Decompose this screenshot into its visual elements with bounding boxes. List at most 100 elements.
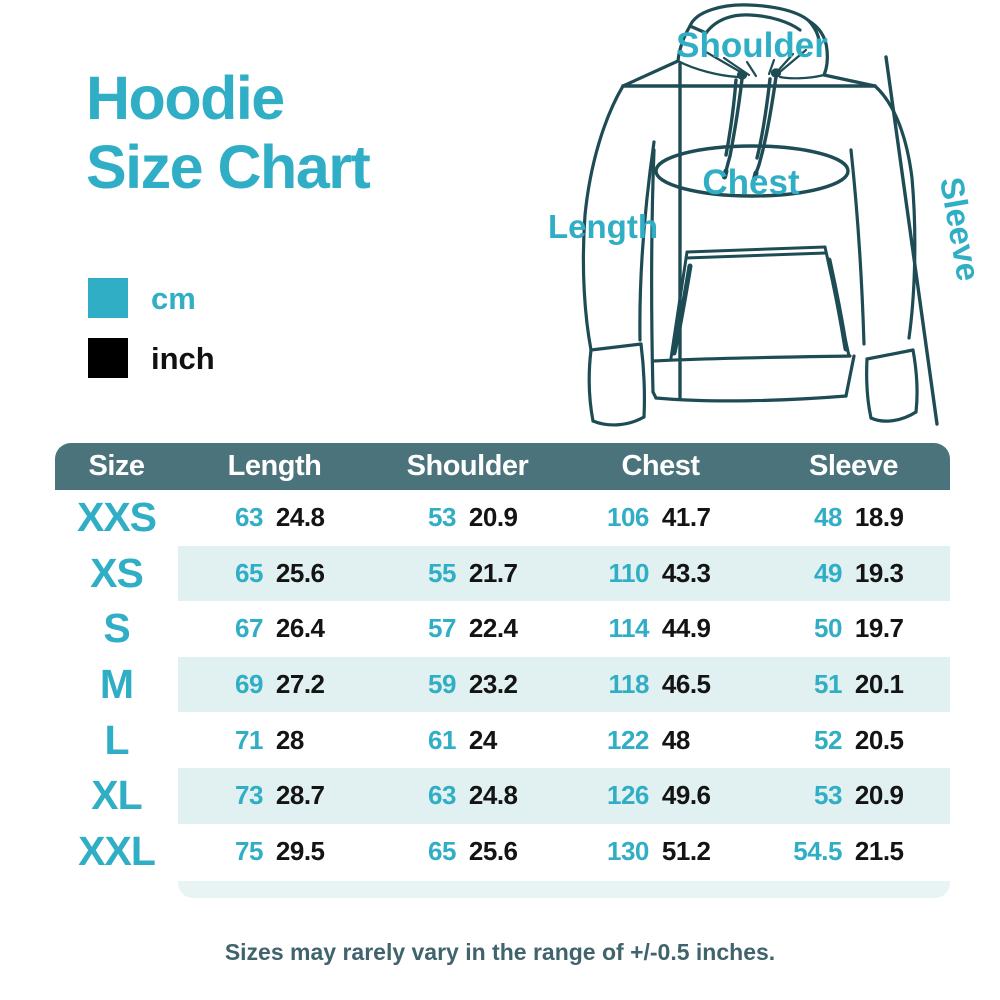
shoulder-inch-value: 22.4: [468, 613, 518, 644]
shoulder-inch-value: 23.2: [468, 669, 518, 700]
length-inch-value: 27.2: [275, 669, 325, 700]
cm-color-swatch: [88, 278, 128, 318]
length-pair: 75 29.5: [178, 836, 371, 867]
legend-row-cm: cm: [88, 278, 215, 318]
header-cell-size: Size: [88, 450, 145, 482]
shoulder-cm-value: 53: [427, 502, 456, 533]
sleeve-inch-value: 21.5: [854, 835, 904, 866]
footer-note: Sizes may rarely vary in the range of +/…: [224, 939, 776, 965]
units-legend: cm inch: [88, 278, 215, 398]
size-label: XL: [91, 772, 142, 819]
sleeve-pair: 48 18.9: [757, 502, 950, 533]
table-row-xs: XS 65 25.6 55 21.7 110 43.3 49 19.3: [55, 545, 950, 602]
chest-cm-value: 118: [608, 669, 649, 700]
header-cell-chest: Chest: [621, 450, 700, 482]
table-row-xxs: XXS 63 24.8 53 20.9 106 41.7 48 18.9: [55, 490, 950, 546]
shoulder-cm-value: 65: [427, 835, 456, 866]
sleeve-cm-value: 48: [813, 502, 842, 533]
table-row-xxl: XXL 75 29.5 65 25.6 130 51.2 54.5 21.5: [55, 824, 950, 880]
page-title-line2: Size Chart: [86, 133, 371, 201]
sleeve-pair: 50 19.7: [757, 613, 950, 644]
chest-cm-value: 126: [607, 780, 649, 811]
table-header: Size Length Shoulder Chest Sleeve: [55, 443, 950, 490]
sleeve-cm-value: 49: [813, 557, 842, 588]
length-cm-value: 65: [234, 557, 263, 588]
inch-color-swatch: [88, 338, 128, 378]
row-values: 71 28 61 24 122 48 52 20.5: [178, 712, 950, 768]
table-row-l: L 71 28 61 24 122 48 52 20.5: [55, 712, 950, 768]
sleeve-cm-value: 54.5: [793, 835, 842, 866]
row-values: 63 24.8 53 20.9 106 41.7 48 18.9: [178, 490, 950, 546]
shoulder-pair: 53 20.9: [371, 502, 564, 533]
size-table: Size Length Shoulder Chest Sleeve XXS 63…: [55, 443, 950, 899]
shoulder-cm-value: 55: [427, 557, 456, 588]
length-cm-value: 73: [234, 780, 263, 811]
shoulder-inch-value: 25.6: [468, 835, 518, 866]
chest-cm-value: 110: [608, 557, 649, 588]
chest-cm-value: 130: [607, 835, 649, 866]
sleeve-inch-value: 20.5: [854, 724, 904, 755]
sleeve-pair: 52 20.5: [757, 725, 950, 756]
chest-inch-value: 43.3: [661, 557, 711, 588]
hoodie-diagram: Shoulder Chest Length Sleeve: [548, 3, 988, 427]
chest-inch-value: 41.7: [661, 502, 711, 533]
page-title: Hoodie Size Chart: [86, 64, 371, 202]
sleeve-pair: 51 20.1: [757, 669, 950, 700]
length-inch-value: 26.4: [275, 613, 325, 644]
shoulder-pair: 61 24: [371, 725, 564, 756]
shoulder-pair: 57 22.4: [371, 613, 564, 644]
size-label: XXL: [78, 827, 156, 874]
shoulder-pair: 55 21.7: [371, 558, 564, 589]
header-cell-sleeve: Sleeve: [809, 450, 898, 482]
length-inch-value: 28: [275, 724, 304, 755]
inch-legend-label: inch: [151, 340, 215, 376]
shoulder-cm-value: 63: [427, 780, 456, 811]
sleeve-cm-value: 53: [813, 780, 842, 811]
chest-inch-value: 49.6: [661, 780, 711, 811]
shoulder-pair: 59 23.2: [371, 669, 564, 700]
sleeve-cm-value: 52: [813, 724, 842, 755]
shoulder-pair: 65 25.6: [371, 836, 564, 867]
length-cm-value: 63: [234, 502, 263, 533]
sleeve-cm-value: 51: [813, 669, 842, 700]
length-inch-value: 28.7: [275, 780, 325, 811]
length-pair: 67 26.4: [178, 613, 371, 644]
chest-pair: 110 43.3: [564, 558, 757, 589]
length-pair: 63 24.8: [178, 502, 371, 533]
chest-pair: 106 41.7: [564, 502, 757, 533]
chest-pair: 130 51.2: [564, 836, 757, 867]
chest-cm-value: 114: [608, 613, 649, 644]
chest-inch-value: 46.5: [661, 669, 711, 700]
chest-pair: 126 49.6: [564, 780, 757, 811]
table-row-m: M 69 27.2 59 23.2 118 46.5 51 20.1: [55, 656, 950, 713]
length-inch-value: 24.8: [275, 502, 325, 533]
row-values: 69 27.2 59 23.2 118 46.5 51 20.1: [178, 656, 950, 713]
chest-inch-value: 48: [661, 724, 690, 755]
header-cell-length: Length: [227, 450, 322, 482]
shoulder-diagram-label: Shoulder: [676, 26, 828, 65]
size-label: M: [99, 661, 134, 708]
row-values: 75 29.5 65 25.6 130 51.2 54.5 21.5: [178, 824, 950, 880]
sleeve-pair: 53 20.9: [757, 780, 950, 811]
length-diagram-label: Length: [548, 208, 658, 245]
shoulder-inch-value: 21.7: [468, 557, 518, 588]
row-values: 73 28.7 63 24.8 126 49.6 53 20.9: [178, 767, 950, 824]
shoulder-pair: 63 24.8: [371, 780, 564, 811]
shoulder-cm-value: 61: [427, 724, 456, 755]
shoulder-inch-value: 20.9: [468, 502, 518, 533]
shoulder-inch-value: 24.8: [468, 780, 518, 811]
length-cm-value: 75: [234, 835, 263, 866]
sleeve-pair: 54.5 21.5: [757, 836, 950, 867]
shoulder-inch-value: 24: [468, 724, 497, 755]
length-cm-value: 71: [234, 724, 263, 755]
size-label: S: [103, 605, 130, 652]
table-bottom-bar: [178, 881, 950, 899]
sleeve-inch-value: 20.1: [854, 669, 904, 700]
shoulder-cm-value: 57: [427, 613, 456, 644]
page-title-line1: Hoodie: [86, 64, 285, 132]
chest-cm-value: 122: [607, 724, 649, 755]
row-values: 67 26.4 57 22.4 114 44.9 50 19.7: [178, 601, 950, 657]
length-cm-value: 67: [234, 613, 263, 644]
sleeve-inch-value: 18.9: [854, 502, 904, 533]
chest-inch-value: 51.2: [661, 835, 711, 866]
